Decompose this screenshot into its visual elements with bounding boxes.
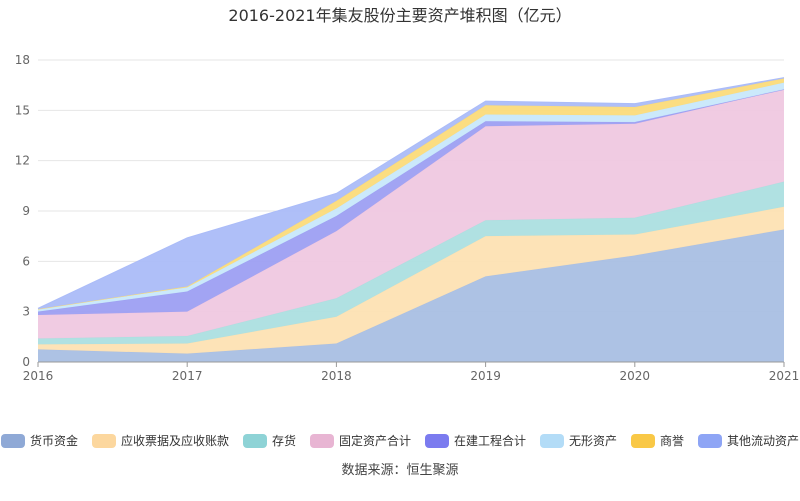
area-series-8 xyxy=(38,77,784,310)
legend-item-3[interactable]: 存货 xyxy=(242,432,296,449)
legend-swatch xyxy=(91,433,116,448)
area-series-6 xyxy=(38,82,784,312)
area-series-2 xyxy=(38,206,784,354)
x-tick-label-2019: 2019 xyxy=(470,369,501,383)
legend-label: 货币资金 xyxy=(29,434,78,448)
x-tick-label-2017: 2017 xyxy=(172,369,203,383)
x-tick-label-2016: 2016 xyxy=(23,369,54,383)
legend: 货币资金 应收票据及应收账款 存货 固定资产合计 在建工程合计 无形资产 商誉 其他流动资产 xyxy=(0,432,800,449)
area-edge-series-8 xyxy=(37,77,785,309)
y-tick-label-9: 9 xyxy=(22,204,30,218)
legend-label: 存货 xyxy=(271,434,296,448)
legend-label: 其他流动资产 xyxy=(727,434,800,448)
legend-item-2[interactable]: 应收票据及应收账款 xyxy=(91,432,229,449)
legend-swatch xyxy=(540,433,565,448)
legend-item-5[interactable]: 在建工程合计 xyxy=(425,432,526,449)
x-tick-label-2018: 2018 xyxy=(321,369,352,383)
legend-swatch xyxy=(309,433,334,448)
legend-item-1[interactable]: 货币资金 xyxy=(0,432,78,449)
legend-item-8[interactable]: 其他流动资产 xyxy=(698,432,799,449)
legend-swatch xyxy=(0,433,25,448)
legend-label: 应收票据及应收账款 xyxy=(120,434,229,448)
legend-label: 在建工程合计 xyxy=(454,434,527,448)
x-tick-label-2020: 2020 xyxy=(620,369,651,383)
legend-label: 商誉 xyxy=(660,434,685,448)
legend-swatch xyxy=(698,433,723,448)
y-tick-label-15: 15 xyxy=(15,103,30,117)
y-tick-label-6: 6 xyxy=(22,254,30,268)
legend-item-4[interactable]: 固定资产合计 xyxy=(309,432,411,449)
y-tick-label-12: 12 xyxy=(15,154,30,168)
y-tick-label-18: 18 xyxy=(15,53,30,67)
area-series-3 xyxy=(38,181,784,345)
legend-swatch xyxy=(242,433,267,448)
y-tick-label-0: 0 xyxy=(22,355,30,369)
y-tick-label-3: 3 xyxy=(22,305,30,319)
area-series-1 xyxy=(38,229,784,362)
area-series-4 xyxy=(38,89,784,339)
legend-item-7[interactable]: 商誉 xyxy=(631,432,684,449)
legend-label: 固定资产合计 xyxy=(338,434,411,448)
legend-swatch xyxy=(425,433,449,448)
legend-label: 无形资产 xyxy=(569,434,618,448)
source-note: 数据来源：恒生聚源 xyxy=(341,463,459,478)
chart-title: 2016-2021年集友股份主要资产堆积图（亿元） xyxy=(228,6,572,25)
legend-swatch xyxy=(631,433,656,448)
legend-item-6[interactable]: 无形资产 xyxy=(540,432,617,449)
x-tick-label-2021: 2021 xyxy=(769,369,800,383)
